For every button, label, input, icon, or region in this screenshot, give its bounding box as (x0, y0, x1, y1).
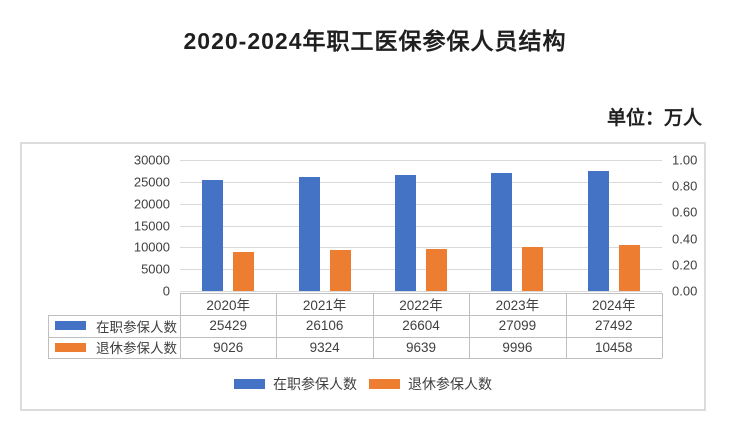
y-axis-tick-right: 1.00 (672, 152, 698, 168)
table-border-line (48, 315, 662, 316)
y-axis-tick-left: 10000 (133, 239, 170, 255)
chart-panel: 0 5000 10000 15000 20000 25000 30000 0.00 0.20 0… (20, 142, 706, 411)
table-series-label: 退休参保人数 (48, 337, 180, 359)
chart-legend: 在职参保人数 退休参保人数 (22, 374, 704, 394)
y-axis-tick-left: 30000 (133, 152, 170, 168)
gridline (180, 247, 662, 249)
y-axis-tick-right: 0.40 (672, 231, 698, 247)
table-value-cell: 9324 (309, 339, 340, 355)
table-year-header: 2024年 (592, 298, 636, 313)
y-axis-tick-left: 20000 (133, 196, 170, 212)
bar-retired-insured (522, 247, 544, 291)
table-border-line (48, 315, 49, 358)
table-border-line (469, 293, 471, 358)
table-year-header: 2020年 (206, 298, 250, 313)
table-year-header: 2023年 (495, 298, 540, 313)
legend-key-icon (55, 321, 86, 331)
table-value-cell: 26106 (305, 318, 344, 334)
table-border-line (565, 293, 567, 358)
gridline (180, 291, 662, 292)
table-border-line (276, 293, 278, 358)
bar-retired-insured (233, 251, 255, 291)
legend-label: 退休参保人数 (408, 376, 492, 392)
bar-retired-insured (426, 248, 447, 291)
table-value-cell: 9026 (213, 339, 244, 355)
y-axis-tick-left: 0 (162, 283, 170, 299)
gridline (180, 203, 662, 205)
table-border-line (662, 293, 663, 358)
gridline (180, 181, 662, 183)
table-border-line (180, 293, 181, 358)
legend-item: 在职参保人数 (234, 374, 357, 394)
table-series-label: 在职参保人数 (48, 315, 180, 337)
bar-retired-insured (329, 250, 351, 291)
bar-active-insured (202, 179, 224, 291)
table-border-line (372, 293, 374, 358)
table-value-cell: 9996 (502, 339, 533, 355)
table-value-cell: 27099 (498, 318, 537, 334)
table-value-cell: 25429 (209, 318, 247, 334)
bar-active-insured (491, 172, 513, 291)
legend-swatch-icon (234, 379, 265, 389)
y-axis-tick-left: 5000 (141, 261, 170, 277)
table-border-line (180, 293, 662, 294)
legend-item: 退休参保人数 (369, 374, 492, 394)
y-axis-tick-left: 15000 (133, 218, 170, 233)
series-name: 在职参保人数 (96, 319, 177, 335)
table-border-line (48, 358, 662, 359)
legend-key-icon (55, 342, 86, 352)
legend-label: 在职参保人数 (273, 376, 357, 392)
table-border-line (48, 336, 662, 338)
bar-active-insured (298, 177, 320, 291)
y-axis-tick-right: 0.80 (672, 178, 698, 194)
table-year-header: 2022年 (399, 298, 443, 313)
bar-active-insured (587, 170, 609, 291)
series-name: 退休参保人数 (96, 341, 177, 357)
gridline (180, 225, 662, 227)
table-value-cell: 27492 (595, 318, 633, 334)
y-axis-tick-left: 25000 (133, 174, 170, 190)
y-axis-tick-right: 0.20 (672, 257, 698, 273)
gridline (180, 160, 662, 161)
legend-swatch-icon (369, 379, 400, 389)
table-value-cell: 9639 (405, 339, 437, 355)
y-axis-tick-right: 0.60 (672, 204, 698, 220)
bar-active-insured (395, 174, 416, 291)
gridline (180, 269, 662, 271)
table-year-header: 2021年 (302, 298, 347, 313)
bar-retired-insured (618, 245, 640, 291)
table-value-cell: 10458 (595, 339, 633, 355)
unit-label: 单位：万人 (606, 108, 702, 129)
table-value-cell: 26604 (402, 318, 440, 334)
y-axis-tick-right: 0.00 (672, 283, 698, 299)
chart-title: 2020-2024年职工医保参保人员结构 (183, 28, 567, 54)
